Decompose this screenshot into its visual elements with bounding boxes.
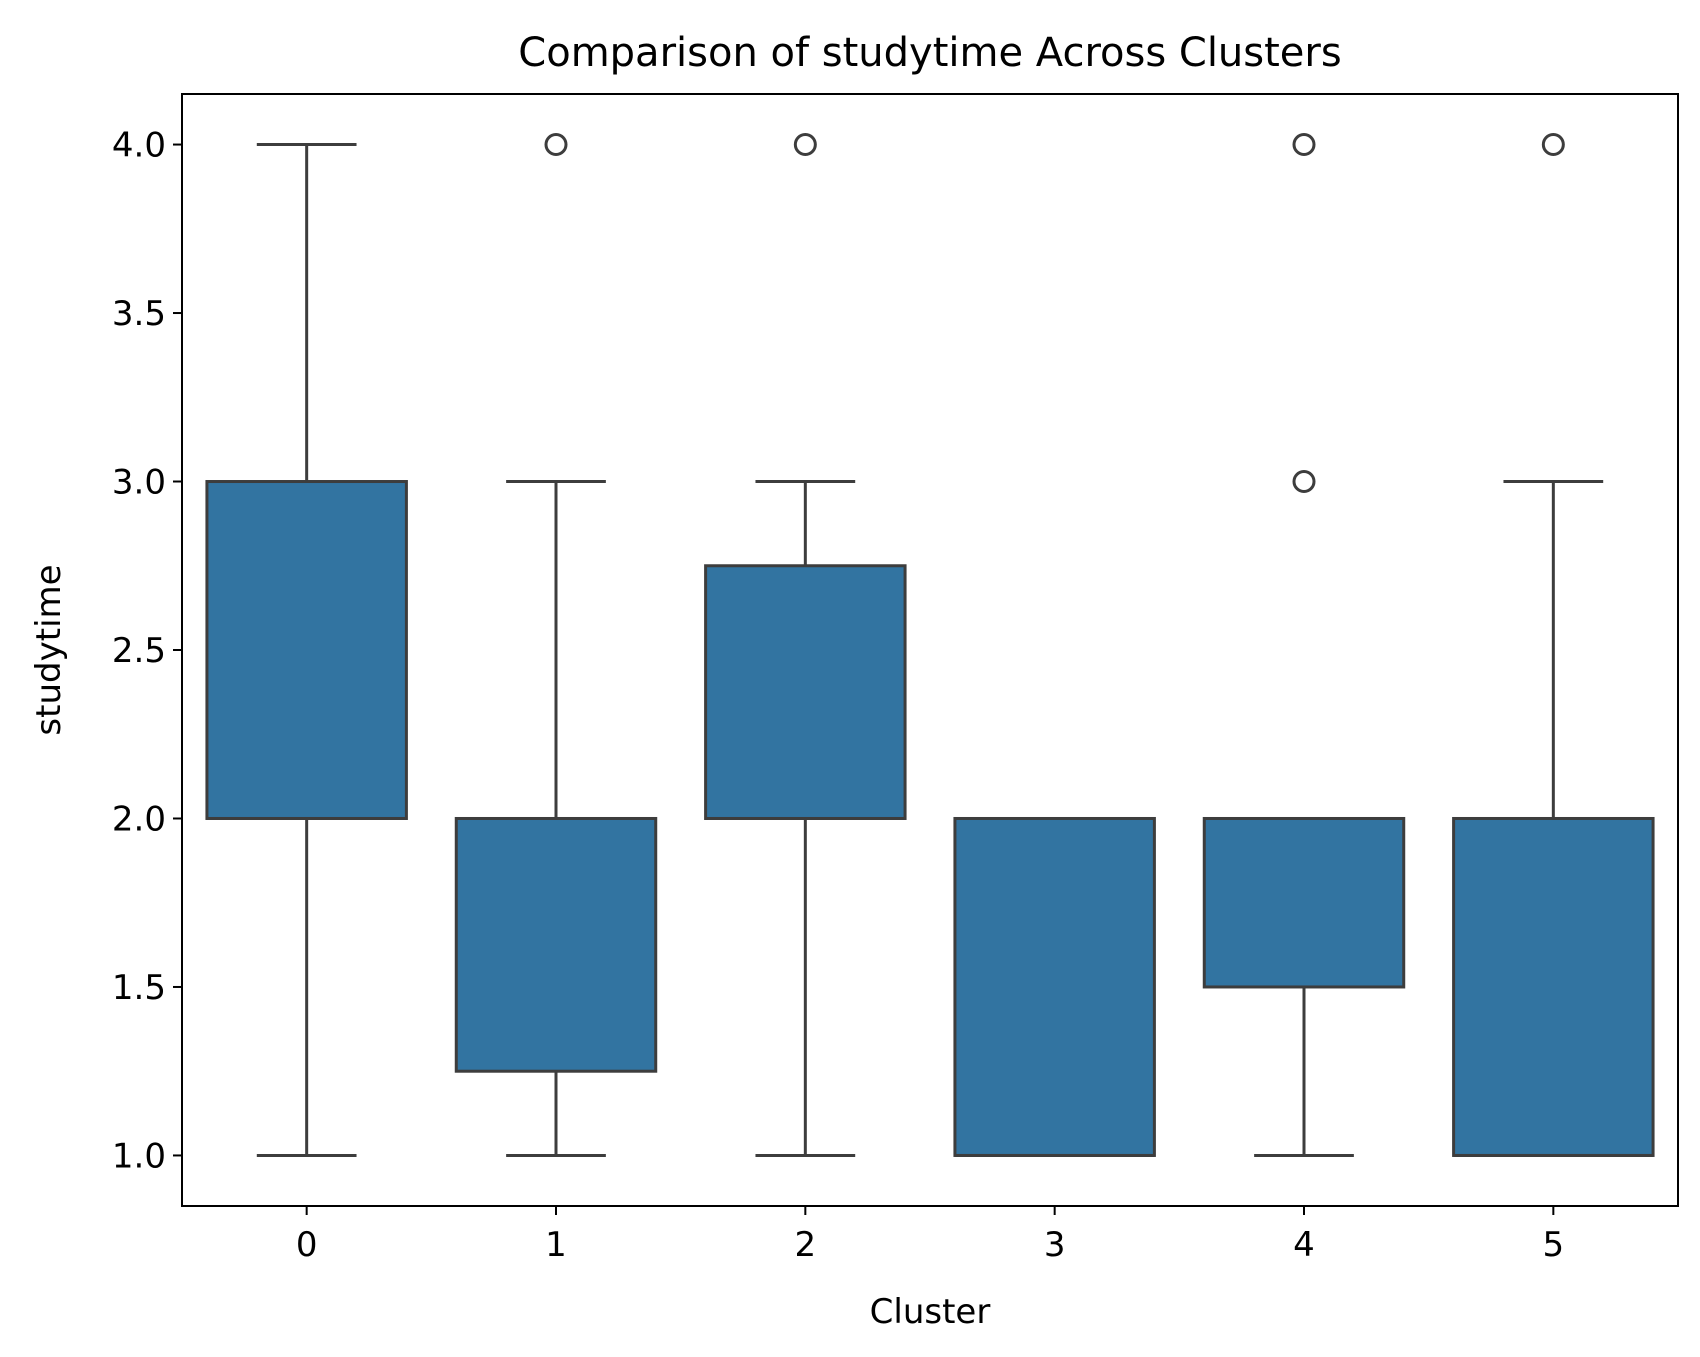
- y-tick-label: 1.5: [112, 968, 166, 1008]
- x-tick-label: 5: [1543, 1225, 1565, 1265]
- x-axis: 0 1 2 3 4 5: [296, 1206, 1564, 1265]
- box-iqr: [1452, 816, 1655, 1157]
- y-tick-label: 3.0: [112, 463, 166, 503]
- x-tick-label: 3: [1044, 1225, 1066, 1265]
- x-tick-label: 4: [1293, 1225, 1315, 1265]
- y-tick-label: 2.5: [112, 631, 166, 671]
- box-cluster-5: [1452, 133, 1655, 1157]
- y-tick-label: 2.0: [112, 799, 166, 839]
- y-tick-label: 3.5: [112, 294, 166, 334]
- plot-area: [205, 133, 1655, 1157]
- outlier-point: [793, 133, 817, 157]
- box-iqr: [704, 564, 907, 820]
- box-cluster-1: [454, 133, 658, 1157]
- y-tick-label: 1.0: [112, 1136, 166, 1176]
- box-cluster-4: [1202, 133, 1406, 1157]
- y-axis-label: studytime: [29, 564, 69, 735]
- box-cluster-3: [953, 816, 1156, 1157]
- chart-title: Comparison of studytime Across Clusters: [518, 30, 1341, 76]
- box-cluster-2: [704, 133, 907, 1157]
- outlier-point: [1292, 133, 1316, 157]
- x-axis-label: Cluster: [870, 1292, 991, 1332]
- y-tick-label: 4.0: [112, 126, 166, 166]
- outlier-point: [1292, 470, 1316, 494]
- outlier-point: [1541, 133, 1565, 157]
- x-tick-label: 1: [545, 1225, 567, 1265]
- y-axis: 1.0 1.5 2.0 2.5 3.0 3.5 4.0: [112, 126, 182, 1176]
- box-iqr: [205, 480, 408, 820]
- outlier-point: [544, 133, 568, 157]
- axes-frame: [181, 93, 1679, 1207]
- box-cluster-0: [205, 143, 408, 1157]
- box-iqr: [1202, 816, 1406, 989]
- x-tick-label: 2: [795, 1225, 817, 1265]
- box-iqr: [454, 816, 658, 1073]
- x-tick-label: 0: [296, 1225, 318, 1265]
- box-iqr: [953, 816, 1156, 1157]
